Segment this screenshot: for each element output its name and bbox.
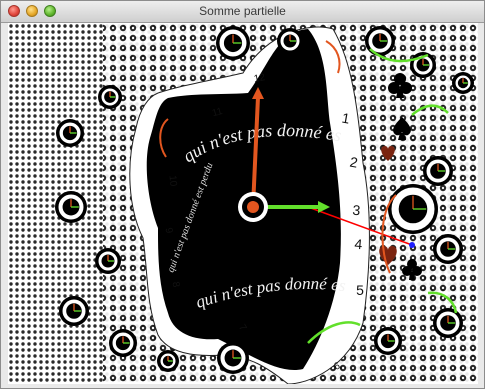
mini-clock-icon [157,350,179,372]
hub-center[interactable] [247,201,259,213]
green-arc [427,291,458,314]
minute-hand-tip [318,201,330,213]
mini-clock-icon [433,234,463,264]
title-bar[interactable]: Somme partielle [1,1,484,23]
mini-clock-icon [55,191,87,223]
green-arc [411,104,449,116]
clock-artwork: qui n'est pas donné est perdu qui n'est … [8,23,478,384]
green-arc [369,48,429,63]
dial-number: 11 [211,106,224,119]
hour-hand[interactable] [251,95,260,209]
mini-clock-icon [433,308,463,338]
mini-clocks [55,26,474,374]
dial-number: 2 [349,154,360,171]
orange-arc [325,40,341,74]
orange-arc [159,118,169,158]
club-icon [402,259,422,280]
mini-clock-icon [365,26,395,56]
mini-clock-icon [423,156,453,186]
dial-number: 3 [352,202,361,219]
spade-icon [393,117,411,140]
dial-number: 5 [356,282,364,298]
dial-number: 4 [354,236,363,253]
close-window-button[interactable] [8,5,20,17]
link-point[interactable] [409,242,415,248]
mini-clock-icon [452,72,474,94]
orange-arc [381,194,397,274]
hour-hand-tip [252,87,264,99]
minimize-window-button[interactable] [26,5,38,17]
mini-clock-icon [388,184,438,234]
mini-clock-icon [374,327,402,355]
drawing-canvas[interactable]: qui n'est pas donné est perdu qui n'est … [8,23,478,384]
zoom-window-button[interactable] [44,5,56,17]
green-arc [307,321,361,344]
mini-clock-icon [59,296,89,326]
mini-clock-icon [216,26,250,60]
mini-clock-icon [98,85,122,109]
club-icon [388,73,412,98]
dial-number: 6 [333,360,342,372]
dial-number: 9 [163,227,175,235]
heart-icon [381,146,395,161]
mini-clock-icon [277,28,303,54]
dial-number: 1 [341,110,352,127]
dial-number: 12 [253,72,266,85]
dial-number: 8 [170,281,182,289]
window-title: Somme partielle [199,4,286,18]
mini-clock-icon [56,119,84,147]
dial-number: 7 [236,323,249,334]
link-line [307,206,413,246]
mini-clock-icon [95,248,121,274]
dial-number: 10 [167,175,179,187]
mini-clock-icon [217,342,249,374]
mini-clock-icon [109,329,137,357]
